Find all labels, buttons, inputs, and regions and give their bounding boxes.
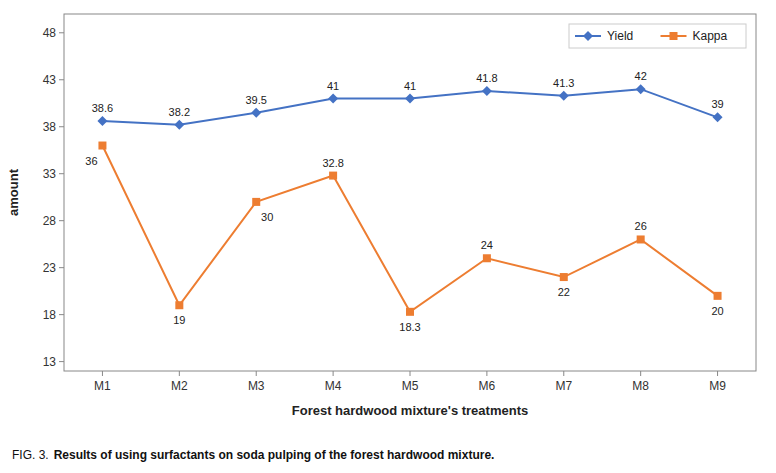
- y-tick-label: 13: [43, 355, 57, 369]
- point-marker: [405, 94, 415, 104]
- legend: Yield Kappa: [569, 24, 746, 48]
- x-axis-label: Forest hardwood mixture's treatments: [292, 403, 528, 418]
- data-label: 38.6: [92, 102, 113, 114]
- point-marker: [252, 198, 260, 206]
- data-label: 30: [261, 211, 273, 223]
- data-label: 36: [85, 155, 97, 167]
- data-label: 41: [327, 80, 339, 92]
- x-tick-label: M4: [325, 379, 342, 393]
- point-marker: [636, 84, 646, 94]
- data-label: 41.8: [476, 72, 497, 84]
- x-tick-label: M1: [94, 379, 111, 393]
- data-label: 41.3: [553, 77, 574, 89]
- point-marker: [174, 120, 184, 130]
- data-label: 39.5: [246, 94, 267, 106]
- caption: FIG. 3. Results of using surfactants on s…: [12, 448, 494, 462]
- point-marker: [713, 112, 723, 122]
- point-marker: [482, 86, 492, 96]
- y-tick: [59, 173, 64, 174]
- plot-frame: [64, 14, 756, 371]
- plot-area: [97, 84, 722, 316]
- x-tick-label: M7: [555, 379, 572, 393]
- x-tick: [410, 371, 411, 376]
- x-tick: [256, 371, 257, 376]
- y-tick: [59, 126, 64, 127]
- point-marker: [98, 142, 106, 150]
- data-label: 19: [173, 314, 185, 326]
- caption-text: Results of using surfactants on soda pul…: [54, 448, 495, 462]
- y-tick-label: 48: [43, 26, 57, 40]
- y-tick-label: 28: [43, 214, 57, 228]
- x-tick: [333, 371, 334, 376]
- data-label: 41: [404, 80, 416, 92]
- x-tick-label: M2: [171, 379, 188, 393]
- series-line: [102, 89, 717, 125]
- point-marker: [328, 94, 338, 104]
- data-label: 32.8: [322, 157, 343, 169]
- chart: 13 18 23 28 33 38 43 48 M1 M2 M3 M4 M5 M6 M7 M8 M9 Forest…: [0, 0, 776, 473]
- point-marker: [560, 273, 568, 281]
- point-marker: [483, 254, 491, 262]
- caption-label: FIG. 3.: [12, 448, 49, 462]
- data-label: 18.3: [399, 321, 420, 333]
- y-tick: [59, 79, 64, 80]
- y-tick-label: 18: [43, 308, 57, 322]
- y-tick-label: 43: [43, 73, 57, 87]
- point-marker: [637, 235, 645, 243]
- x-tick: [102, 371, 103, 376]
- x-tick-label: M3: [248, 379, 265, 393]
- legend-label: Kappa: [693, 29, 728, 43]
- y-axis-label: amount: [6, 168, 21, 216]
- point-marker: [559, 91, 569, 101]
- data-label: 39: [711, 98, 723, 110]
- x-tick-label: M6: [479, 379, 496, 393]
- x-tick: [717, 371, 718, 376]
- x-tick-label: M8: [632, 379, 649, 393]
- point-marker: [251, 108, 261, 118]
- y-tick-label: 33: [43, 167, 57, 181]
- legend-marker: [583, 31, 593, 41]
- data-label: 42: [635, 70, 647, 82]
- data-label: 38.2: [169, 106, 190, 118]
- point-marker: [329, 172, 337, 180]
- point-marker: [406, 308, 414, 316]
- y-tick: [59, 32, 64, 33]
- y-tick: [59, 267, 64, 268]
- data-label: 26: [635, 220, 647, 232]
- x-tick-label: M5: [402, 379, 419, 393]
- point-marker: [714, 292, 722, 300]
- x-tick: [563, 371, 564, 376]
- x-tick: [486, 371, 487, 376]
- data-label: 20: [711, 305, 723, 317]
- y-tick: [59, 361, 64, 362]
- point-marker: [175, 301, 183, 309]
- x-tick: [179, 371, 180, 376]
- legend-marker: [670, 32, 678, 40]
- legend-label: Yield: [607, 29, 633, 43]
- legend-box: [569, 24, 746, 48]
- y-tick-label: 23: [43, 261, 57, 275]
- y-tick-label: 38: [43, 120, 57, 134]
- y-tick: [59, 220, 64, 221]
- data-label: 24: [481, 239, 493, 251]
- y-tick: [59, 314, 64, 315]
- data-label: 22: [558, 286, 570, 298]
- point-marker: [97, 116, 107, 126]
- series-line: [102, 146, 717, 312]
- x-tick-label: M9: [709, 379, 726, 393]
- x-tick: [640, 371, 641, 376]
